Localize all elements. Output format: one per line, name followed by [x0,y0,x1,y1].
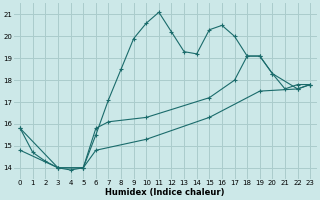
X-axis label: Humidex (Indice chaleur): Humidex (Indice chaleur) [106,188,225,197]
